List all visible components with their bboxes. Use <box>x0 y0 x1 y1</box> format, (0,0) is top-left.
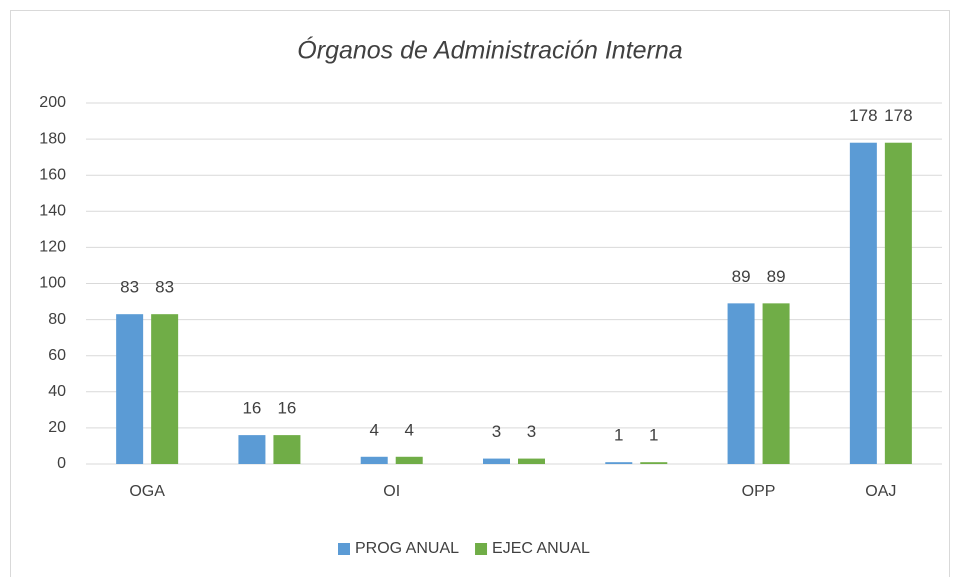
y-tick-label: 20 <box>48 419 66 436</box>
bar <box>483 458 510 464</box>
data-label: 1 <box>649 426 658 445</box>
y-tick-label: 0 <box>57 455 66 472</box>
data-label: 3 <box>527 422 536 441</box>
bar <box>360 456 388 464</box>
legend-swatch <box>475 543 488 555</box>
data-label: 178 <box>849 106 877 125</box>
bar <box>518 458 545 464</box>
y-tick-label: 120 <box>39 239 66 256</box>
data-label: 16 <box>242 399 261 418</box>
y-tick-label: 80 <box>48 311 66 328</box>
bar <box>273 435 301 464</box>
x-tick-label: OPP <box>742 483 776 500</box>
y-tick-label: 180 <box>39 130 66 147</box>
x-tick-label: OI <box>383 483 400 500</box>
bar <box>151 314 179 464</box>
data-label: 83 <box>155 278 174 297</box>
y-tick-label: 140 <box>39 203 66 220</box>
bar <box>884 142 912 464</box>
data-label: 89 <box>767 267 786 286</box>
data-label: 83 <box>120 278 139 297</box>
data-label: 3 <box>492 422 501 441</box>
y-tick-label: 200 <box>39 94 66 111</box>
bar <box>238 435 266 464</box>
bar <box>640 462 668 464</box>
bar <box>605 462 633 464</box>
data-label: 1 <box>614 426 623 445</box>
legend-label: EJEC ANUAL <box>492 540 590 557</box>
bar <box>116 314 144 464</box>
bar <box>762 303 790 464</box>
chart-frame <box>10 10 950 577</box>
data-label: 4 <box>369 420 378 439</box>
x-tick-label: OAJ <box>865 483 896 500</box>
data-label: 16 <box>277 399 296 418</box>
legend-swatch <box>338 543 350 555</box>
data-label: 89 <box>732 267 751 286</box>
y-tick-label: 60 <box>48 347 66 364</box>
data-label: 4 <box>404 420 413 439</box>
bar <box>395 456 423 464</box>
bar <box>727 303 755 464</box>
y-tick-label: 40 <box>48 383 66 400</box>
bar <box>849 142 877 464</box>
y-tick-label: 160 <box>39 166 66 183</box>
x-tick-label: OGA <box>129 483 165 500</box>
data-label: 178 <box>884 106 912 125</box>
legend-label: PROG ANUAL <box>355 540 459 557</box>
chart-title: Órganos de Administración Interna <box>297 36 682 65</box>
y-tick-label: 100 <box>39 275 66 292</box>
